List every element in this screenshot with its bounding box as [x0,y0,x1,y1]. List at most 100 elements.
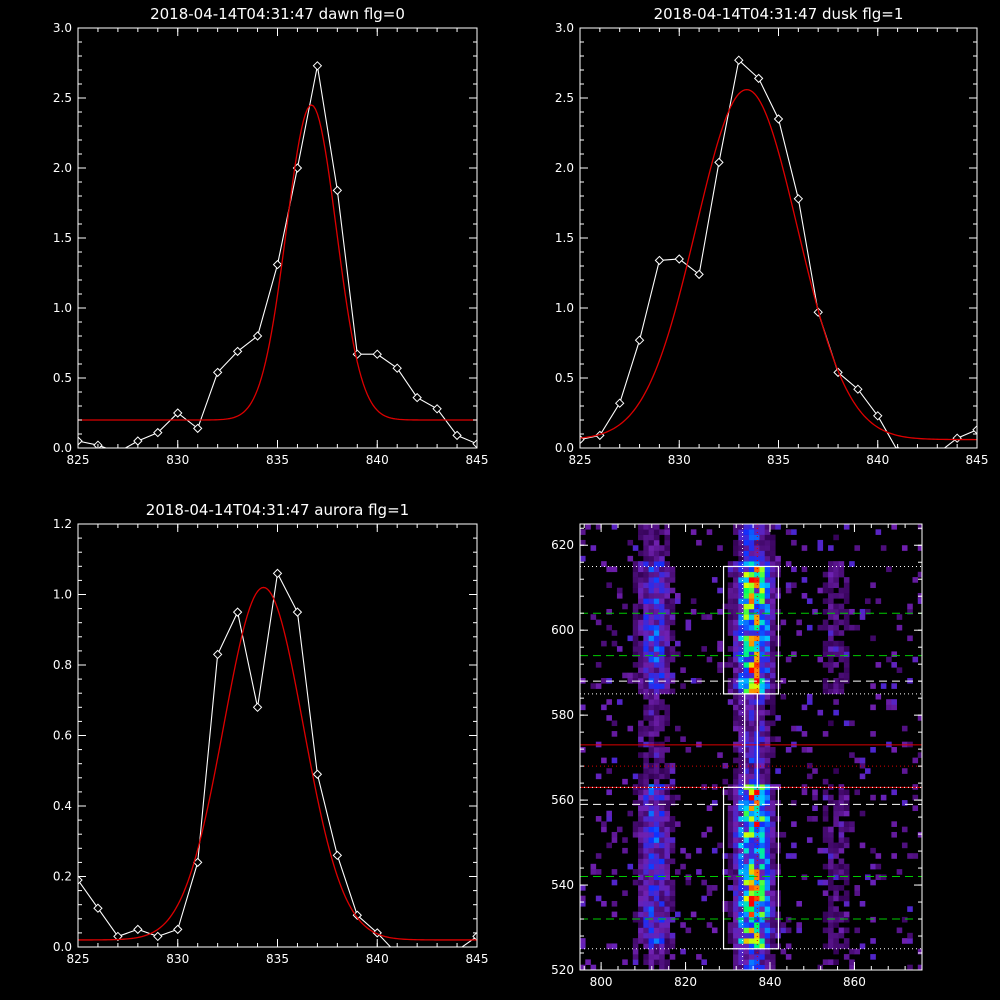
x-tick-label: 860 [843,975,866,989]
heatmap-cell [649,540,655,546]
heatmap-cell [675,869,681,875]
chart-4: 800 820 840 860520540560580600620 [551,524,923,989]
heatmap-cell [670,636,676,642]
heatmap-cell [770,556,776,562]
heatmap-cell [765,545,771,551]
heatmap-cell [770,667,776,673]
heatmap-cell [839,821,845,827]
heatmap-cell [664,657,670,663]
heatmap-cell [659,551,665,557]
heatmap-cell [823,864,829,870]
heatmap-cell [649,683,655,689]
heatmap-cell [622,848,628,854]
heatmap-cell [765,874,771,880]
heatmap-cell [828,630,834,636]
heatmap-cell [749,896,755,902]
heatmap-cell [744,917,750,923]
heatmap-cell [664,667,670,673]
heatmap-cell [759,720,765,726]
heatmap-cell [775,556,781,562]
heatmap-cell [733,912,739,918]
heatmap-cell [664,901,670,907]
heatmap-cell [828,859,834,865]
heatmap-cell [664,572,670,578]
heatmap-cell [744,598,750,604]
heatmap-cell [754,598,760,604]
data-point [933,450,941,458]
data-point [254,703,262,711]
heatmap-cell [865,609,871,615]
heatmap-cell [612,731,618,737]
heatmap-cell [664,922,670,928]
heatmap-cell [664,890,670,896]
heatmap-cell [670,604,676,610]
heatmap-cell [770,864,776,870]
heatmap-cell [659,657,665,663]
heatmap-cell [717,662,723,668]
heatmap-cell [670,646,676,652]
heatmap-cell [759,609,765,615]
heatmap-cell [765,885,771,891]
heatmap-cell [654,710,660,716]
heatmap-cell [643,752,649,758]
heatmap-cell [670,673,676,679]
heatmap-cell [844,837,850,843]
heatmap-cell [638,933,644,939]
heatmap-cell [670,657,676,663]
heatmap-cell [744,588,750,594]
heatmap-cell [664,673,670,679]
heatmap-cell [828,646,834,652]
heatmap-cell [759,896,765,902]
heatmap-cell [633,789,639,795]
heatmap-cell [659,529,665,535]
heatmap-cell [633,912,639,918]
heatmap-cell [754,535,760,541]
heatmap-cell [759,614,765,620]
heatmap-cell [659,545,665,551]
heatmap-cell [759,572,765,578]
heatmap-cell [670,906,676,912]
heatmap-cell [643,848,649,854]
heatmap-cell [844,667,850,673]
heatmap-cell [744,928,750,934]
heatmap-cell [728,853,734,859]
heatmap-cell [833,811,839,817]
heatmap-cell [649,869,655,875]
heatmap-cell [765,572,771,578]
heatmap-cell [617,588,623,594]
data-point [616,399,624,407]
heatmap-cell [770,954,776,960]
heatmap-cell [606,943,612,949]
heatmap-cell [733,577,739,583]
heatmap-cell [733,683,739,689]
heatmap-cell [717,667,723,673]
heatmap-cell [876,694,882,700]
heatmap-cell [601,758,607,764]
heatmap-cell [818,545,824,551]
heatmap-cell [849,821,855,827]
x-tick-label: 840 [759,975,782,989]
heatmap-cell [854,928,860,934]
heatmap-cell [749,545,755,551]
heatmap-cell [654,752,660,758]
heatmap-cell [744,577,750,583]
heatmap-cell [913,795,919,801]
heatmap-cell [918,572,924,578]
heatmap-cell [823,912,829,918]
heatmap-cell [712,577,718,583]
heatmap-cell [638,789,644,795]
y-tick-label: 0.0 [555,441,574,455]
y-tick-label: 0.0 [53,940,72,954]
heatmap-cell [733,954,739,960]
heatmap-cell [664,630,670,636]
heatmap-cell [770,922,776,928]
heatmap-cell [833,641,839,647]
heatmap-cell [664,577,670,583]
heatmap-cell [891,853,897,859]
heatmap-cell [733,641,739,647]
heatmap-cell [738,821,744,827]
heatmap-cell [749,540,755,546]
heatmap-cell [749,928,755,934]
heatmap-cell [823,811,829,817]
heatmap-cell [828,651,834,657]
